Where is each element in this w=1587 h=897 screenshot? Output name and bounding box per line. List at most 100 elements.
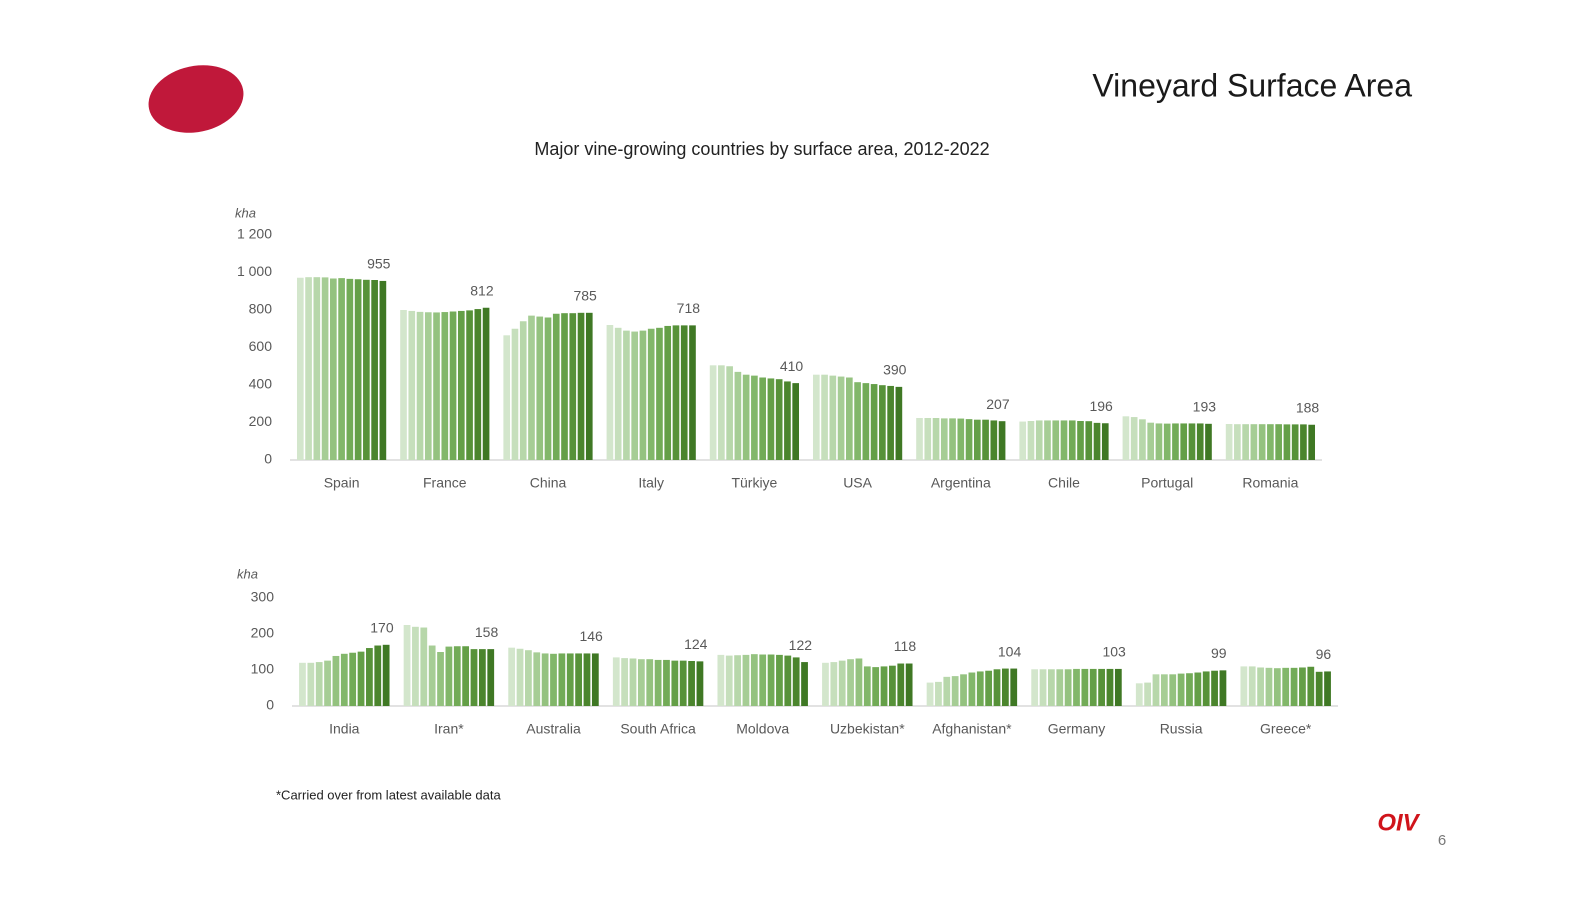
bar [1135,683,1143,706]
logo-mark [148,65,244,133]
x-tick-label: France [423,475,467,491]
bar [960,674,967,706]
bar [935,681,942,706]
x-tick-label: Greece* [1260,721,1312,737]
value-label: 104 [998,643,1022,659]
bar [656,327,663,460]
bar [759,377,766,460]
logo-text: OIV [1377,809,1420,836]
bar [519,321,527,460]
bar [718,365,725,460]
bar [1177,673,1185,706]
bar [1307,666,1315,706]
bar [784,381,791,460]
bar [315,662,323,706]
x-tick-label: Australia [526,721,581,737]
x-tick-label: Portugal [1141,475,1193,491]
bar [1101,423,1109,460]
bar [985,670,993,706]
bar [1258,424,1266,460]
bar [606,325,614,460]
y-tick-label: 200 [251,625,275,641]
bar [412,626,419,706]
bar [973,419,981,460]
bar [993,669,1001,706]
bar [1035,420,1043,460]
bar [990,420,998,460]
bar [631,331,639,460]
bar [612,657,620,706]
bar [1248,666,1256,706]
bar [305,277,312,460]
bar [379,280,387,460]
bar [1060,420,1068,460]
bar [1001,668,1009,706]
bar [338,278,345,460]
value-label: 207 [986,396,1010,412]
page-number: 6 [1438,832,1446,849]
bar [671,660,679,706]
x-tick-label: Argentina [931,475,991,491]
bar [332,655,340,706]
bar [569,313,577,460]
bar [895,386,903,460]
bar [363,279,370,460]
bar [1300,424,1307,460]
bar [408,310,416,460]
bar [296,277,304,460]
bar [1044,420,1051,460]
bar [1144,682,1152,706]
bar [1163,423,1171,460]
bar [775,379,783,460]
bar [449,311,457,460]
bar [1068,420,1076,460]
bar [1196,423,1204,460]
bar [1155,423,1163,460]
value-label: 390 [883,362,907,378]
bar [1257,667,1264,706]
bar [1098,668,1105,706]
y-tick-label: 300 [251,589,275,605]
bar [926,682,934,706]
bar [821,374,828,460]
bar [1089,668,1097,706]
bar [1180,423,1188,460]
bar [629,658,637,706]
bar [709,365,717,460]
y-tick-label: 400 [249,376,273,392]
bar [1205,423,1212,460]
bar [374,645,382,706]
bar [299,662,306,706]
bar [474,309,482,460]
bar [854,382,861,460]
x-tick-label: Romania [1242,475,1298,491]
value-label: 785 [573,288,597,304]
bar [750,654,758,706]
bar [623,330,630,460]
bar [1081,668,1089,706]
bar [679,660,687,706]
value-label: 146 [579,628,603,644]
bar [734,371,742,460]
bar [541,653,549,706]
bar [943,676,951,706]
bar [466,310,473,460]
bar [1308,424,1316,460]
bar [1139,419,1146,460]
bar [585,312,593,460]
bar [1324,671,1331,706]
bar [1169,674,1177,706]
bar [558,653,566,706]
bar [453,646,461,706]
bar [516,648,524,706]
bar [1211,670,1218,706]
value-label: 103 [1102,644,1126,660]
bar [1093,422,1101,460]
bar [428,645,436,706]
bar [696,661,704,706]
bar [905,663,913,706]
x-tick-label: Chile [1048,475,1080,491]
bar [637,659,645,706]
bar [862,383,870,460]
bar [1194,672,1202,706]
